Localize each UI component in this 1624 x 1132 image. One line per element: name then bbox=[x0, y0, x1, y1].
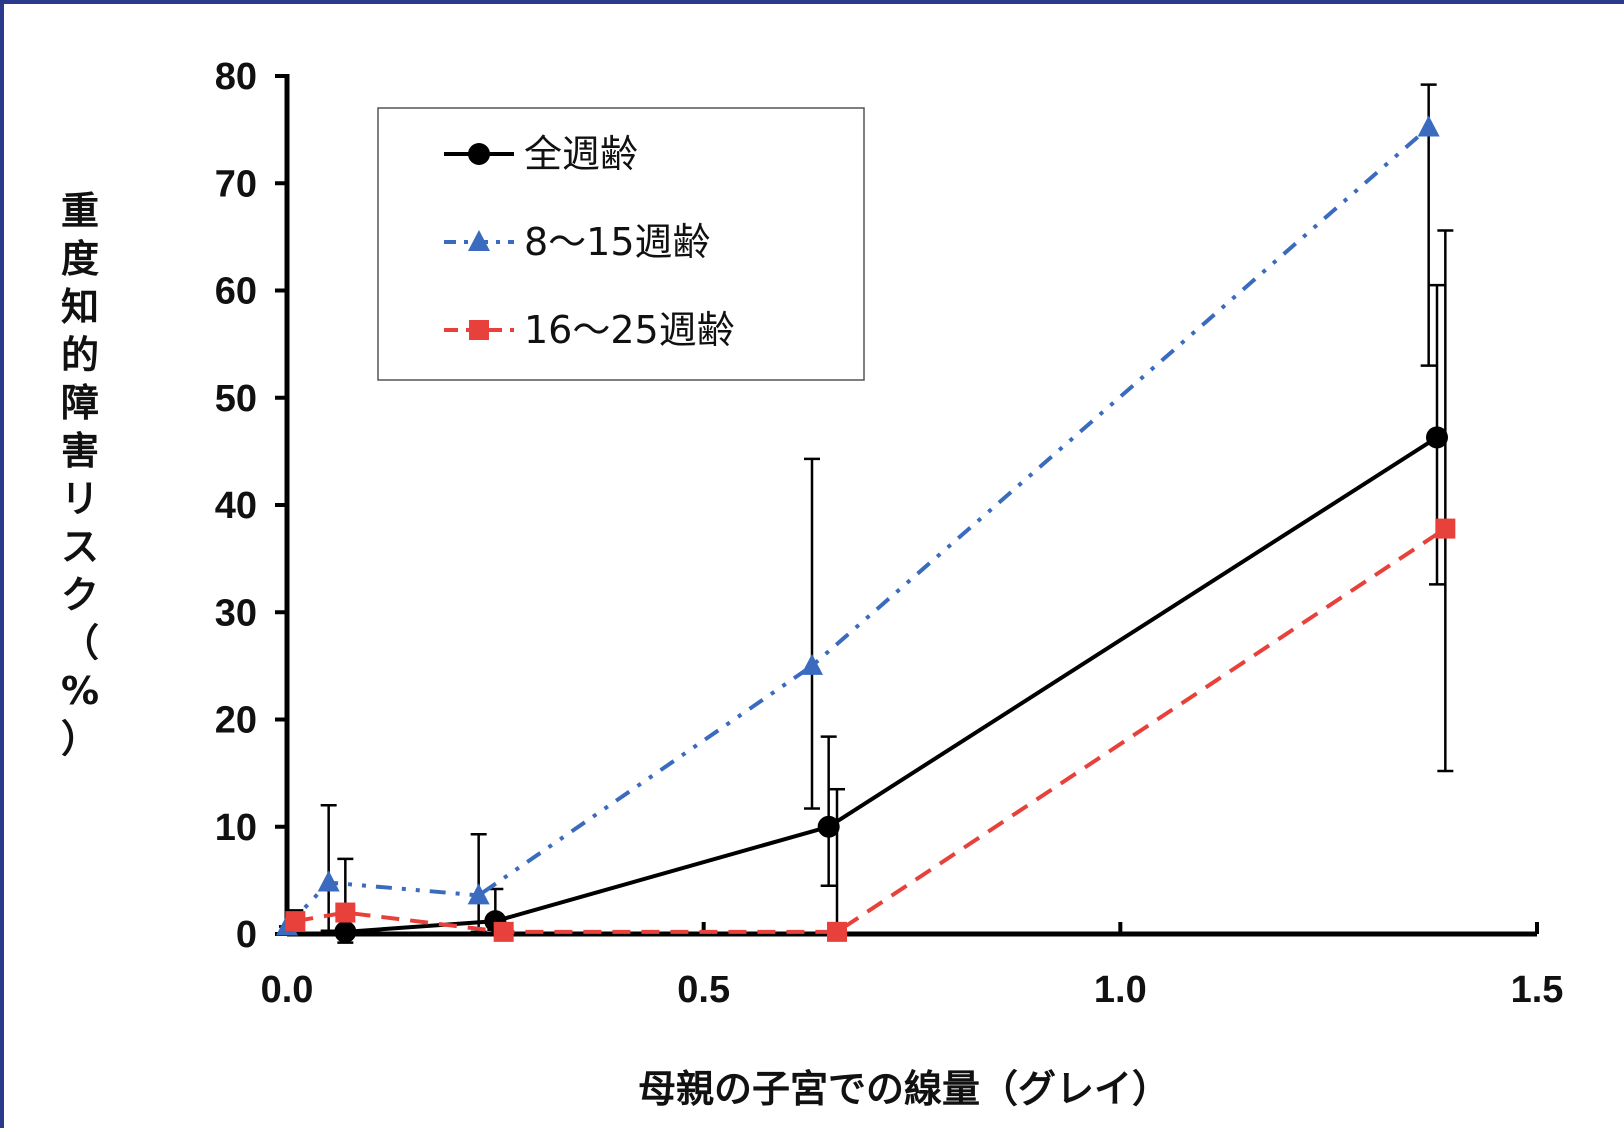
y-tick-label: 70 bbox=[215, 163, 257, 205]
y-tick-label: 20 bbox=[215, 700, 257, 742]
y-axis-title-char: 的 bbox=[61, 333, 99, 377]
data-point-square bbox=[1435, 518, 1456, 539]
y-tick-label: 10 bbox=[215, 807, 257, 849]
y-tick-label: 60 bbox=[215, 271, 257, 313]
data-point-triangle bbox=[468, 230, 490, 251]
series-line bbox=[285, 125, 1430, 928]
y-axis-title-char: 重 bbox=[61, 189, 99, 233]
y-tick-label: 80 bbox=[215, 56, 257, 98]
data-point-circle bbox=[817, 815, 840, 838]
x-tick-label: 0.0 bbox=[261, 969, 314, 1011]
series-line bbox=[345, 435, 1439, 934]
legend-label: 8～15週齢 bbox=[524, 220, 711, 264]
y-tick-label: 50 bbox=[215, 378, 257, 420]
y-axis-title-char: （ bbox=[61, 621, 99, 665]
x-tick-label: 1.0 bbox=[1094, 969, 1147, 1011]
data-point-triangle bbox=[1417, 115, 1440, 137]
x-axis-title: 母親の子宮での線量（グレイ） bbox=[638, 1067, 1170, 1111]
data-point-triangle bbox=[801, 653, 823, 675]
legend: 全週齢 8～15週齢 16～25週齢 bbox=[377, 107, 865, 381]
data-point-square bbox=[827, 921, 847, 942]
y-tick-label: 40 bbox=[215, 485, 257, 527]
x-tick-label: 1.5 bbox=[1511, 969, 1564, 1011]
y-axis-title-char: ス bbox=[61, 525, 99, 569]
series-line bbox=[294, 526, 1447, 934]
y-axis-title-char: ） bbox=[61, 717, 99, 761]
data-point-triangle bbox=[467, 883, 490, 905]
y-tick-label: 30 bbox=[215, 592, 257, 634]
data-point-square bbox=[469, 320, 489, 340]
y-axis-title-char: 知 bbox=[61, 285, 99, 329]
data-point-square bbox=[493, 921, 514, 942]
y-axis-title-char: % bbox=[61, 669, 99, 713]
data-point-square bbox=[285, 911, 306, 932]
data-point-circle bbox=[334, 920, 357, 943]
data-point-circle bbox=[468, 143, 490, 165]
legend-label: 全週齢 bbox=[524, 132, 638, 176]
y-axis-title-char: 障 bbox=[61, 381, 99, 425]
y-axis-title: 重度知的障害リスク（%） bbox=[61, 189, 99, 761]
data-point-triangle bbox=[317, 870, 340, 892]
legend-label: 16～25週齢 bbox=[524, 308, 735, 352]
chart: 0 10 20 30 40 50 60 70 80 0.0 0.5 1.0 1.5 全週齢 8～15週齢 1… bbox=[61, 56, 1564, 1111]
y-axis-title-char: ク bbox=[61, 573, 99, 617]
x-tick-label: 0.5 bbox=[677, 969, 730, 1011]
series-markers bbox=[276, 115, 1456, 943]
y-axis-title-char: 度 bbox=[61, 237, 99, 281]
y-tick-label: 0 bbox=[236, 914, 257, 956]
data-point-circle bbox=[1426, 426, 1448, 449]
y-axis-title-char: 害 bbox=[61, 429, 99, 473]
y-axis-title-char: リ bbox=[61, 477, 99, 521]
data-point-square bbox=[335, 902, 356, 923]
